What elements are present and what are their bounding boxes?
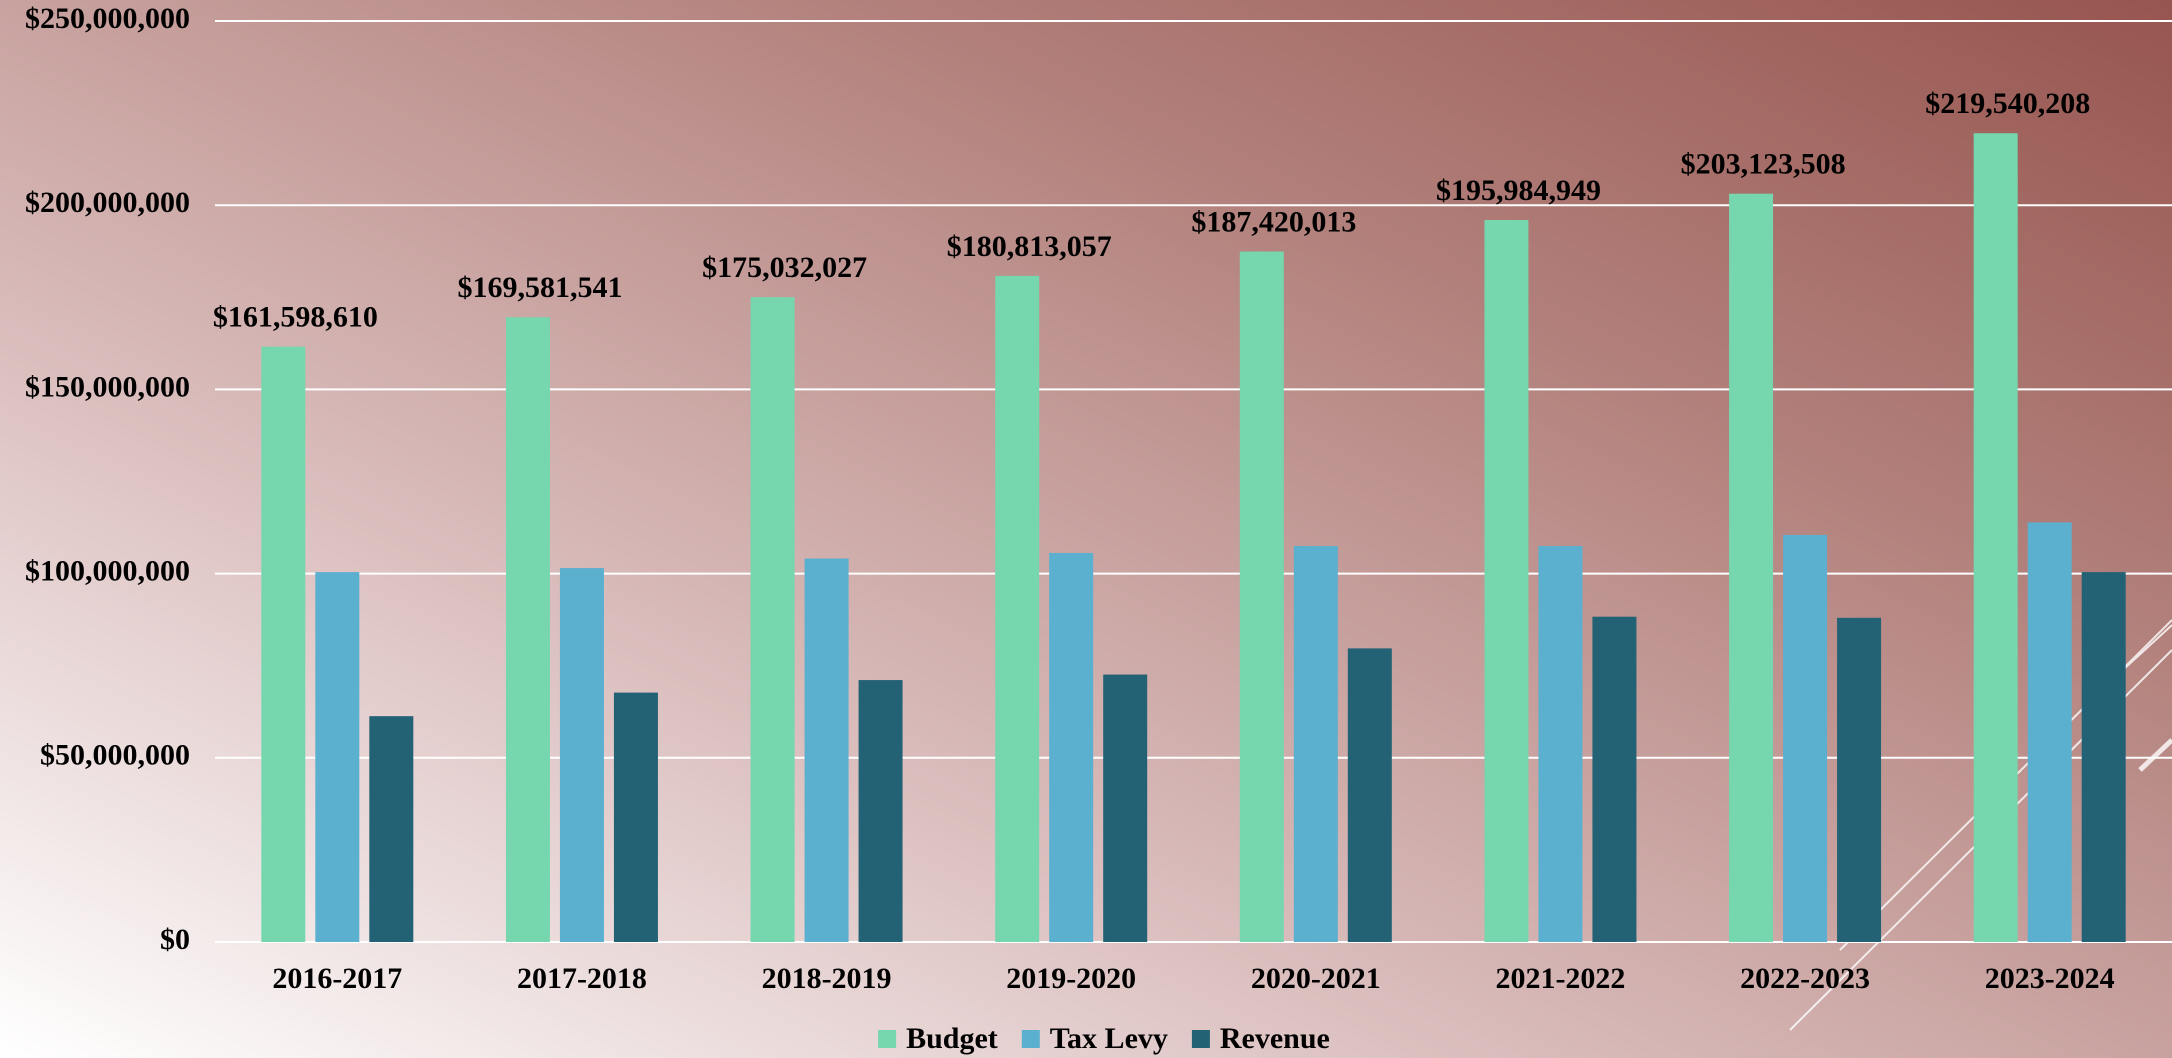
x-tick-label: 2022-2023 <box>1740 962 1870 995</box>
bar <box>995 275 1040 942</box>
x-tick-label: 2019-2020 <box>1006 962 1136 995</box>
data-label: $195,984,949 <box>1436 174 1601 207</box>
data-label: $175,032,027 <box>702 251 867 284</box>
bar <box>2081 572 2126 942</box>
y-tick-label: $100,000,000 <box>25 554 190 587</box>
y-tick-label: $150,000,000 <box>25 370 190 403</box>
bar <box>1049 552 1094 942</box>
bar <box>1538 545 1583 942</box>
bar <box>1239 251 1284 942</box>
data-label: $219,540,208 <box>1925 87 2090 120</box>
data-label: $187,420,013 <box>1191 205 1356 238</box>
bar <box>1592 616 1637 942</box>
y-tick-label: $0 <box>160 923 190 956</box>
bar <box>1347 648 1392 942</box>
bar <box>1484 219 1529 942</box>
bar <box>1293 545 1338 942</box>
x-tick-label: 2016-2017 <box>272 962 402 995</box>
bar <box>858 680 903 942</box>
bar <box>369 716 414 942</box>
x-tick-label: 2020-2021 <box>1251 962 1381 995</box>
data-label: $169,581,541 <box>457 271 622 304</box>
bar <box>613 692 658 942</box>
y-tick-label: $200,000,000 <box>25 186 190 219</box>
x-tick-label: 2018-2019 <box>762 962 892 995</box>
bar <box>1783 534 1828 942</box>
x-tick-label: 2023-2024 <box>1985 962 2115 995</box>
x-tick-label: 2021-2022 <box>1495 962 1625 995</box>
bar <box>750 297 795 942</box>
bar <box>315 572 360 942</box>
bar <box>1973 133 2018 942</box>
bar <box>261 346 306 942</box>
data-label: $180,813,057 <box>947 230 1112 263</box>
bar <box>1729 193 1774 942</box>
bar <box>804 558 849 942</box>
legend-swatch <box>1191 1030 1210 1048</box>
legend-label: Revenue <box>1220 1022 1330 1055</box>
y-tick-label: $250,000,000 <box>25 2 190 35</box>
x-tick-label: 2017-2018 <box>517 962 647 995</box>
bar <box>1837 617 1882 942</box>
legend-label: Tax Levy <box>1050 1022 1168 1055</box>
bar <box>2027 522 2072 942</box>
legend-swatch <box>878 1030 897 1048</box>
legend-label: Budget <box>906 1022 998 1055</box>
bar <box>559 568 604 942</box>
y-tick-label: $50,000,000 <box>40 739 190 772</box>
legend-swatch <box>1021 1030 1040 1048</box>
data-label: $161,598,610 <box>213 301 378 334</box>
bar <box>1103 674 1148 942</box>
bar <box>505 317 550 942</box>
data-label: $203,123,508 <box>1681 148 1846 181</box>
